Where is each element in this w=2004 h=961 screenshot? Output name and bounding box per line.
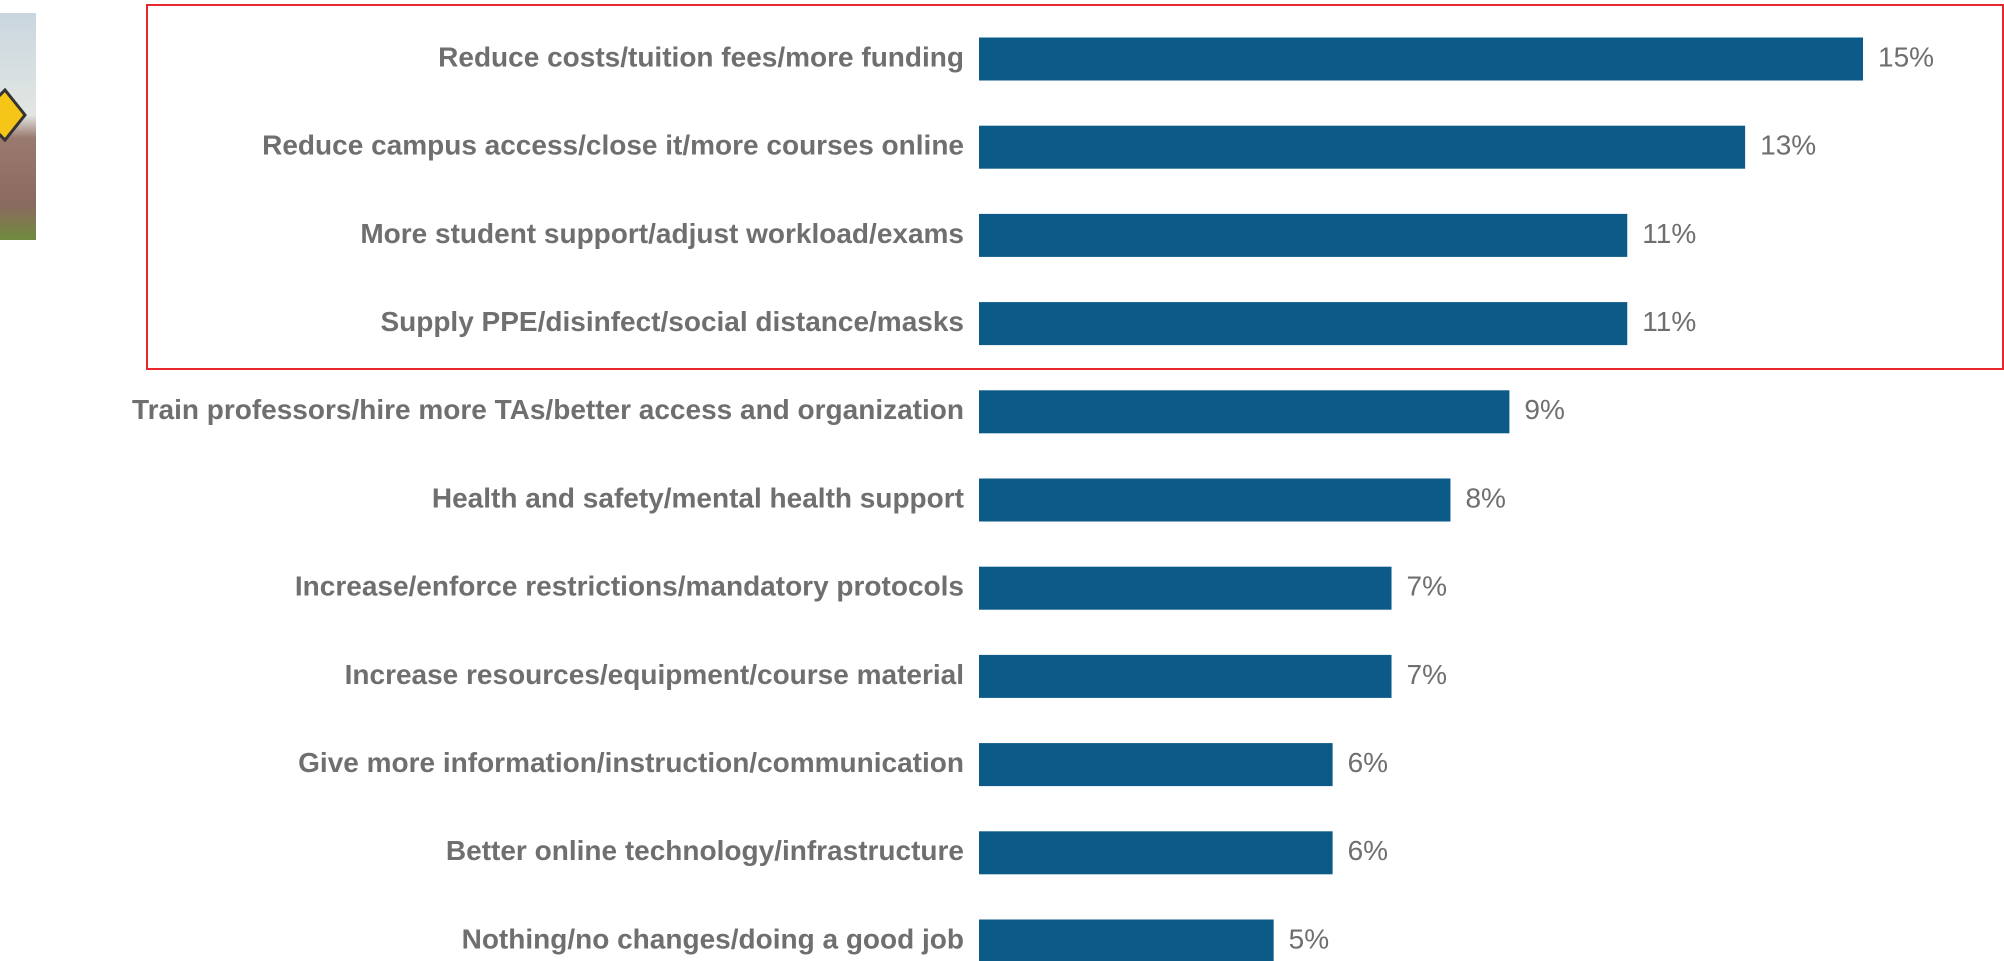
bar [979,919,1274,961]
bar [979,302,1628,346]
value-label: 6% [1348,747,1388,778]
value-label: 7% [1407,571,1447,602]
category-label: Reduce costs/tuition fees/more funding [438,41,964,72]
category-label: Nothing/no changes/doing a good job [462,923,964,954]
value-label: 15% [1878,41,1934,72]
thumbnail-image [0,13,36,240]
category-label: More student support/adjust workload/exa… [360,218,964,249]
category-label: Reduce campus access/close it/more cours… [262,130,964,161]
highlight-box [146,4,2004,370]
bar [979,213,1628,257]
plot-area: Reduce costs/tuition fees/more funding 15… [132,37,1934,961]
category-label: Train professors/hire more TAs/better ac… [132,394,964,425]
value-label: 11% [1642,306,1696,337]
bar [979,125,1746,169]
category-label: Supply PPE/disinfect/social distance/mas… [380,306,964,337]
value-label: 8% [1465,482,1505,513]
bar [979,37,1863,81]
bar [979,831,1333,875]
value-label: 11% [1642,218,1696,249]
value-label: 6% [1348,835,1388,866]
category-label: Increase/enforce restrictions/mandatory … [295,571,964,602]
category-label: Increase resources/equipment/course mate… [345,659,964,690]
bar [979,743,1333,787]
value-label: 5% [1289,923,1329,954]
category-label: Better online technology/infrastructure [446,835,964,866]
bar [979,390,1510,434]
value-label: 13% [1760,130,1816,161]
bar [979,654,1392,698]
value-label: 7% [1407,659,1447,690]
category-label: Give more information/instruction/commun… [298,747,964,778]
value-label: 9% [1524,394,1564,425]
bar [979,478,1451,522]
category-label: Health and safety/mental health support [432,482,964,513]
bar [979,566,1392,610]
